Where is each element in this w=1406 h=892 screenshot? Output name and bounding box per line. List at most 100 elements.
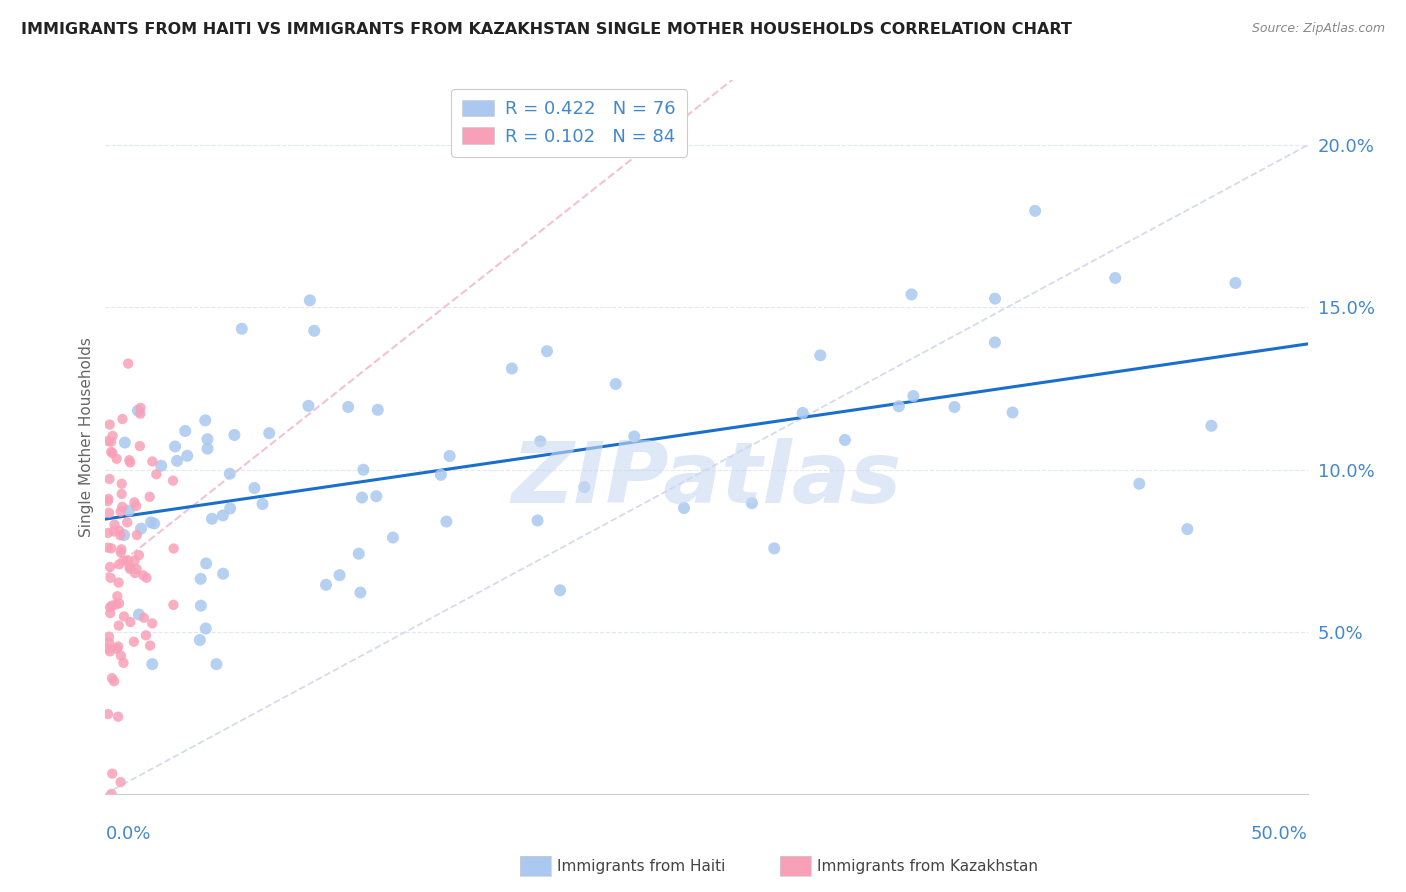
Point xyxy=(104,598,127,612)
Point xyxy=(984,292,1007,306)
Point xyxy=(100,787,122,801)
Point xyxy=(337,400,360,414)
Point xyxy=(1128,476,1150,491)
Point xyxy=(101,429,124,443)
Point xyxy=(143,516,166,531)
Point xyxy=(1225,276,1247,290)
Point xyxy=(165,440,187,454)
Point xyxy=(110,542,132,557)
Point xyxy=(98,635,121,649)
Point xyxy=(128,439,150,453)
Point xyxy=(574,480,596,494)
Point xyxy=(100,445,122,459)
Point xyxy=(98,506,121,520)
Point xyxy=(100,541,122,556)
Point xyxy=(141,454,163,468)
Point xyxy=(97,525,120,540)
Point xyxy=(118,453,141,467)
Point xyxy=(112,528,135,542)
Point xyxy=(205,657,228,672)
Point xyxy=(124,553,146,567)
Point xyxy=(163,541,186,556)
Point xyxy=(536,344,558,359)
Point xyxy=(98,417,121,432)
Point xyxy=(138,490,160,504)
Point xyxy=(112,554,135,568)
Text: 0.0%: 0.0% xyxy=(105,825,150,843)
Point xyxy=(763,541,786,556)
Point xyxy=(105,641,128,656)
Point xyxy=(135,571,157,585)
Point xyxy=(103,674,125,689)
Point xyxy=(108,596,131,610)
Point xyxy=(197,432,219,446)
Point xyxy=(792,406,814,420)
Point xyxy=(97,494,120,508)
Point xyxy=(107,709,129,723)
Point xyxy=(129,407,152,421)
Point xyxy=(132,611,155,625)
Point xyxy=(176,449,198,463)
Point xyxy=(103,524,125,539)
Point xyxy=(434,515,457,529)
Point xyxy=(101,766,124,780)
Point xyxy=(97,641,120,656)
Point xyxy=(125,528,148,542)
Point xyxy=(100,599,122,613)
Point xyxy=(125,562,148,576)
Point xyxy=(197,442,219,456)
Point xyxy=(98,560,121,574)
Point xyxy=(548,583,571,598)
Point xyxy=(195,557,218,571)
Point xyxy=(105,451,128,466)
Point xyxy=(129,522,152,536)
Point xyxy=(110,648,132,663)
Point xyxy=(128,548,150,562)
Point xyxy=(257,426,280,441)
Point xyxy=(219,501,242,516)
Point xyxy=(97,434,120,449)
Point xyxy=(112,656,135,670)
Point xyxy=(125,499,148,513)
Point xyxy=(315,578,337,592)
Point xyxy=(1201,418,1223,433)
Point xyxy=(111,476,134,491)
Point xyxy=(297,399,319,413)
Point xyxy=(110,775,132,789)
Point xyxy=(1175,522,1198,536)
Point xyxy=(129,401,152,415)
Point xyxy=(108,558,131,572)
Point xyxy=(834,433,856,447)
Point xyxy=(367,402,389,417)
Point xyxy=(218,467,240,481)
Point xyxy=(194,413,217,427)
Point xyxy=(132,568,155,582)
Point xyxy=(298,293,321,308)
Point xyxy=(212,508,235,523)
Point xyxy=(98,630,121,644)
Point xyxy=(673,501,696,516)
Point xyxy=(124,495,146,509)
Legend: R = 0.422   N = 76, R = 0.102   N = 84: R = 0.422 N = 76, R = 0.102 N = 84 xyxy=(451,89,686,156)
Text: IMMIGRANTS FROM HAITI VS IMMIGRANTS FROM KAZAKHSTAN SINGLE MOTHER HOUSEHOLDS COR: IMMIGRANTS FROM HAITI VS IMMIGRANTS FROM… xyxy=(21,22,1071,37)
Point xyxy=(501,361,523,376)
Point xyxy=(350,491,373,505)
Point xyxy=(127,403,149,417)
Text: Immigrants from Kazakhstan: Immigrants from Kazakhstan xyxy=(817,859,1038,873)
Text: Immigrants from Haiti: Immigrants from Haiti xyxy=(557,859,725,873)
Point xyxy=(110,528,132,542)
Point xyxy=(943,400,966,414)
Point xyxy=(900,287,922,301)
Point xyxy=(224,428,246,442)
Point xyxy=(302,324,325,338)
Point xyxy=(349,585,371,599)
Point xyxy=(128,607,150,622)
Text: 50.0%: 50.0% xyxy=(1251,825,1308,843)
Point xyxy=(100,434,122,449)
Point xyxy=(194,622,217,636)
Point xyxy=(108,524,131,538)
Point xyxy=(120,615,142,629)
Point xyxy=(188,633,211,648)
Point xyxy=(252,497,274,511)
Point xyxy=(141,616,163,631)
